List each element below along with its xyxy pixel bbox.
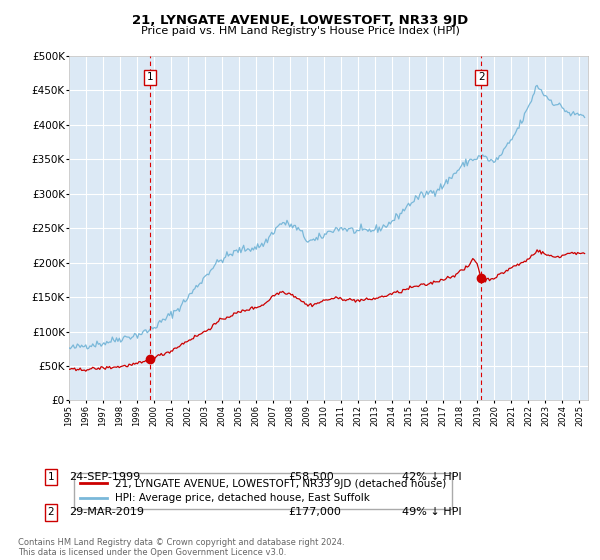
Text: 1: 1 [146,72,153,82]
Text: Price paid vs. HM Land Registry's House Price Index (HPI): Price paid vs. HM Land Registry's House … [140,26,460,36]
Text: 1: 1 [47,472,55,482]
Text: £58,500: £58,500 [288,472,334,482]
Text: 2: 2 [47,507,55,517]
Legend: 21, LYNGATE AVENUE, LOWESTOFT, NR33 9JD (detached house), HPI: Average price, de: 21, LYNGATE AVENUE, LOWESTOFT, NR33 9JD … [74,473,452,510]
Text: £177,000: £177,000 [288,507,341,517]
Text: 24-SEP-1999: 24-SEP-1999 [69,472,140,482]
Text: 21, LYNGATE AVENUE, LOWESTOFT, NR33 9JD: 21, LYNGATE AVENUE, LOWESTOFT, NR33 9JD [132,14,468,27]
Text: 49% ↓ HPI: 49% ↓ HPI [402,507,461,517]
Text: 29-MAR-2019: 29-MAR-2019 [69,507,144,517]
Text: 2: 2 [478,72,485,82]
Text: Contains HM Land Registry data © Crown copyright and database right 2024.
This d: Contains HM Land Registry data © Crown c… [18,538,344,557]
Text: 42% ↓ HPI: 42% ↓ HPI [402,472,461,482]
